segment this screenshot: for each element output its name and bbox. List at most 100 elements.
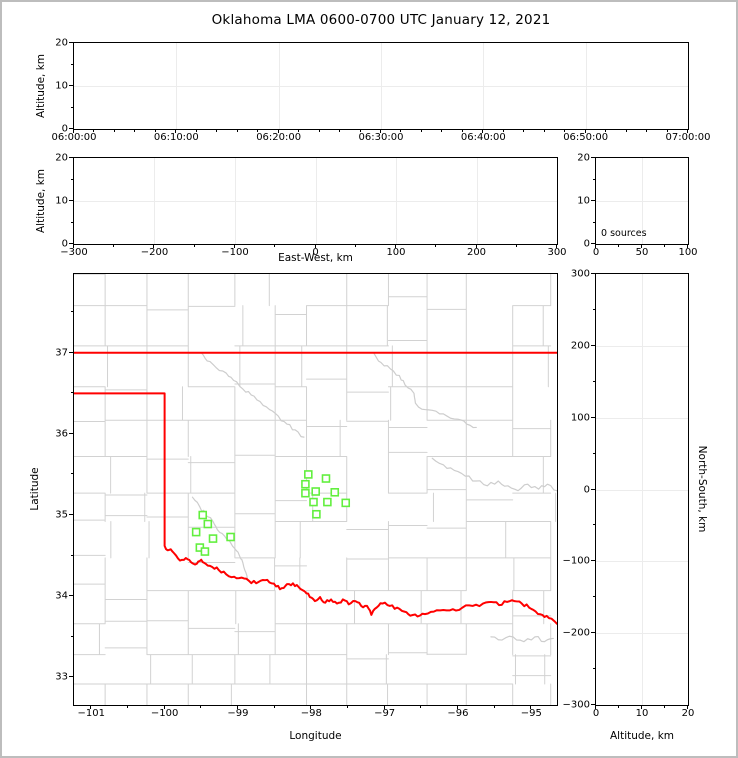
x-axis-tick-label: −300 [60, 247, 88, 258]
y-axis-tick-label: 20 [55, 152, 68, 164]
x-axis-minor-tick [618, 244, 619, 247]
x-axis-minor-tick [435, 244, 437, 247]
station-marker [311, 487, 320, 496]
y-axis-minor-tick [70, 221, 73, 223]
time-altitude-panel: 06:00:00 06:10:00 06:20:00 06:30:00 06:40:00… [52, 38, 711, 144]
x-axis-tick-label: 200 [466, 247, 487, 258]
eastwest-altitude-panel: −300 −200 −100 0 100 200 300 0 10 20 [55, 153, 566, 259]
map-xlabel: Longitude [289, 730, 342, 742]
station-marker [309, 497, 318, 507]
y-axis-tick-label: 33 [55, 671, 68, 683]
y-axis-tick [69, 595, 73, 597]
gridline [596, 489, 688, 491]
y-axis-minor-tick [70, 106, 73, 108]
x-axis-minor-tick [93, 129, 95, 132]
y-axis-minor-tick [70, 178, 73, 180]
x-axis-tick-label: 300 [547, 247, 567, 258]
northsouth-altitude-panel: 0 10 20 300 200 100 0 −100 −200 −300 [563, 269, 695, 720]
x-axis-tick-label: 07:00:00 [665, 132, 711, 143]
x-axis-tick-label: −95 [520, 708, 542, 719]
y-axis-tick [591, 243, 595, 244]
ns-panel-ylabel-right: North-South, km [696, 445, 708, 533]
y-axis-minor-tick [70, 311, 73, 313]
y-axis-tick-label: −300 [562, 699, 590, 711]
y-axis-minor-tick [70, 63, 73, 65]
station-marker [203, 519, 213, 529]
y-axis-tick [591, 416, 595, 418]
x-axis-tick [310, 705, 312, 709]
y-axis-tick [69, 243, 73, 244]
gridline [596, 417, 688, 419]
y-axis-tick-label: 10 [577, 195, 590, 207]
gridline [596, 633, 688, 635]
x-axis-tick-label: 50 [635, 247, 649, 258]
x-axis-tick-label: 100 [386, 247, 406, 258]
y-axis-tick [591, 157, 595, 158]
x-axis-minor-tick [200, 705, 202, 708]
state-border-red-river [74, 392, 557, 625]
page-title: Oklahoma LMA 0600-0700 UTC January 12, 2… [211, 12, 551, 28]
x-axis-tick [163, 705, 165, 709]
river-line [372, 352, 477, 429]
x-axis-tick [90, 705, 92, 709]
ew-panel-ylabel: Altitude, km [35, 168, 47, 234]
x-axis-tick-label: −99 [227, 708, 249, 719]
y-axis-tick-label: 0 [583, 484, 590, 495]
x-axis-minor-tick [646, 129, 648, 132]
gridline [596, 561, 688, 563]
y-axis-tick-label: 0 [583, 238, 590, 250]
river-line [200, 352, 305, 438]
river-line [490, 635, 554, 643]
x-axis-tick [530, 705, 532, 709]
x-axis-minor-tick [274, 244, 276, 247]
station-marker [301, 479, 310, 489]
station-marker [200, 547, 210, 556]
y-axis-minor-tick [70, 473, 73, 475]
gridline [596, 201, 688, 202]
station-marker [312, 509, 321, 519]
plan-view-map-panel: −101 −100 −99 −98 −97 −96 −95 33 34 35 36 37 [55, 273, 558, 719]
y-axis-minor-tick [592, 596, 595, 598]
y-axis-tick [69, 676, 73, 678]
x-axis-minor-tick [420, 129, 422, 132]
x-axis-tick-label: 06:30:00 [358, 132, 404, 143]
x-axis-tick [394, 244, 396, 248]
x-axis-tick [482, 129, 484, 133]
x-axis-tick-label: −96 [447, 708, 469, 719]
y-axis-tick-label: 36 [55, 428, 68, 440]
station-marker [198, 510, 208, 520]
gridline [596, 345, 688, 347]
river-line [191, 496, 249, 581]
ew-panel-xlabel: East-West, km [278, 252, 353, 264]
x-axis-tick [175, 129, 177, 133]
y-axis-tick-label: 34 [55, 590, 68, 602]
x-axis-tick [687, 129, 688, 133]
x-axis-minor-tick [543, 129, 545, 132]
x-axis-minor-tick [359, 129, 361, 132]
x-axis-tick [277, 129, 279, 133]
y-axis-tick [69, 351, 73, 353]
x-axis-tick [595, 705, 596, 709]
x-axis-minor-tick [273, 705, 275, 708]
y-axis-minor-tick [592, 452, 595, 454]
x-axis-tick [556, 244, 557, 248]
y-axis-minor-tick [70, 554, 73, 556]
station-marker [208, 534, 218, 543]
x-axis-tick-label: 06:50:00 [563, 132, 609, 143]
x-axis-tick [236, 705, 238, 709]
x-axis-tick [233, 244, 235, 248]
map-ylabel: Latitude [29, 467, 41, 511]
y-axis-tick [69, 157, 73, 158]
x-axis-tick [456, 705, 458, 709]
oklahoma-map [74, 274, 557, 705]
y-axis-tick-label: −200 [562, 627, 590, 639]
x-axis-minor-tick [523, 129, 525, 132]
x-axis-tick-label: −100 [150, 708, 179, 719]
y-axis-tick [69, 200, 73, 201]
gridline [74, 86, 688, 87]
station-marker [341, 498, 351, 508]
y-axis-tick [69, 128, 73, 129]
gridline [74, 201, 557, 202]
x-axis-minor-tick [618, 705, 619, 708]
altitude-histogram-panel: 0 sources 0 50 100 0 10 20 [577, 153, 697, 259]
